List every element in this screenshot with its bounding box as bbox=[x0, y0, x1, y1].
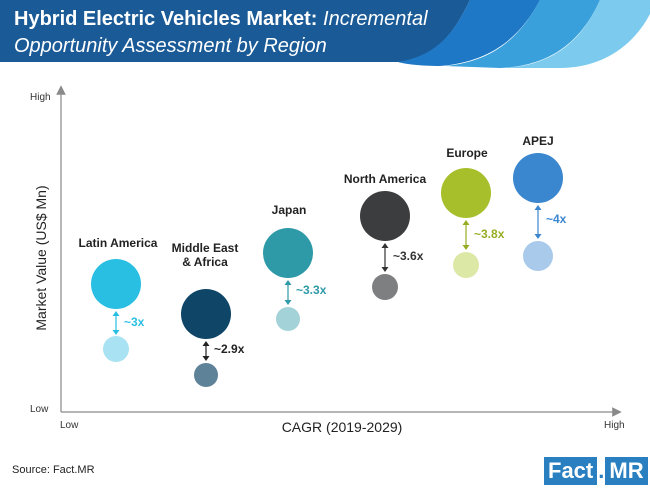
arrow-head-down-latin-america bbox=[112, 330, 120, 335]
banner-stripe-2 bbox=[445, 0, 600, 68]
bubble-2029-middle-east-africa bbox=[181, 289, 231, 339]
multiplier-label-middle-east-africa: ~2.9x bbox=[214, 342, 245, 356]
bubble-2029-europe bbox=[441, 168, 491, 218]
multiplier-label-japan: ~3.3x bbox=[296, 283, 327, 297]
arrow-head-down-europe bbox=[462, 245, 470, 250]
region-label-middle-east-africa: & Africa bbox=[182, 255, 228, 269]
arrow-head-down-middle-east-africa bbox=[202, 356, 210, 361]
arrow-head-down-north-america bbox=[381, 267, 389, 272]
region-label-japan: Japan bbox=[272, 203, 307, 217]
arrow-head-up-latin-america bbox=[112, 311, 120, 316]
arrow-head-up-apej bbox=[534, 205, 542, 210]
x-low-label: Low bbox=[60, 420, 79, 431]
region-label-apej: APEJ bbox=[522, 134, 553, 148]
bubble-2019-north-america bbox=[372, 274, 398, 300]
logo-dot: . bbox=[598, 458, 605, 483]
bubble-2029-north-america bbox=[360, 191, 410, 241]
title-bold: Hybrid Electric Vehicles Market: bbox=[14, 8, 318, 30]
title-line-2: Opportunity Assessment by Region bbox=[14, 35, 327, 57]
region-label-latin-america: Latin America bbox=[79, 236, 158, 250]
banner-band bbox=[0, 0, 470, 62]
multiplier-label-north-america: ~3.6x bbox=[393, 249, 424, 263]
arrow-head-up-middle-east-africa bbox=[202, 341, 210, 346]
bubble-group: Latin America ~3x Middle East& Africa ~2.9x… bbox=[79, 134, 567, 387]
multiplier-label-latin-america: ~3x bbox=[124, 315, 145, 329]
y-high-label: High bbox=[30, 92, 51, 103]
bubble-2019-europe bbox=[453, 252, 479, 278]
arrow-head-up-north-america bbox=[381, 243, 389, 248]
bubble-2019-japan bbox=[276, 307, 300, 331]
banner-stripe-1 bbox=[398, 0, 540, 66]
header-banner: Hybrid Electric Vehicles Market: Increme… bbox=[0, 0, 650, 68]
bubble-2019-middle-east-africa bbox=[194, 363, 218, 387]
arrow-head-down-japan bbox=[284, 300, 292, 305]
bubble-2029-apej bbox=[513, 153, 563, 203]
bubble-2029-japan bbox=[263, 228, 313, 278]
y-axis-title: Market Value (US$ Mn) bbox=[33, 185, 49, 330]
bubble-2019-latin-america bbox=[103, 336, 129, 362]
bubble-2029-latin-america bbox=[91, 259, 141, 309]
title-italic: Incremental bbox=[323, 8, 428, 30]
arrow-head-up-europe bbox=[462, 220, 470, 225]
region-label-middle-east-africa: Middle East bbox=[172, 241, 239, 255]
arrow-head-down-apej bbox=[534, 234, 542, 239]
y-low-label: Low bbox=[30, 404, 49, 415]
region-label-europe: Europe bbox=[446, 146, 488, 160]
multiplier-label-europe: ~3.8x bbox=[474, 227, 505, 241]
arrow-head-up-japan bbox=[284, 280, 292, 285]
logo-fact: Fact bbox=[544, 457, 598, 485]
logo-mr: MR bbox=[605, 457, 648, 485]
x-axis-title: CAGR (2019-2029) bbox=[282, 419, 403, 435]
x-high-label: High bbox=[604, 420, 625, 431]
multiplier-label-apej: ~4x bbox=[546, 212, 567, 226]
banner-graphic bbox=[0, 0, 650, 68]
source-note: Source: Fact.MR bbox=[12, 464, 95, 476]
page-title: Hybrid Electric Vehicles Market: Increme… bbox=[14, 6, 428, 32]
banner-stripe-3 bbox=[502, 0, 650, 68]
factmr-logo: Fact . MR bbox=[544, 457, 648, 485]
region-label-north-america: North America bbox=[344, 172, 427, 186]
bubble-2019-apej bbox=[523, 241, 553, 271]
